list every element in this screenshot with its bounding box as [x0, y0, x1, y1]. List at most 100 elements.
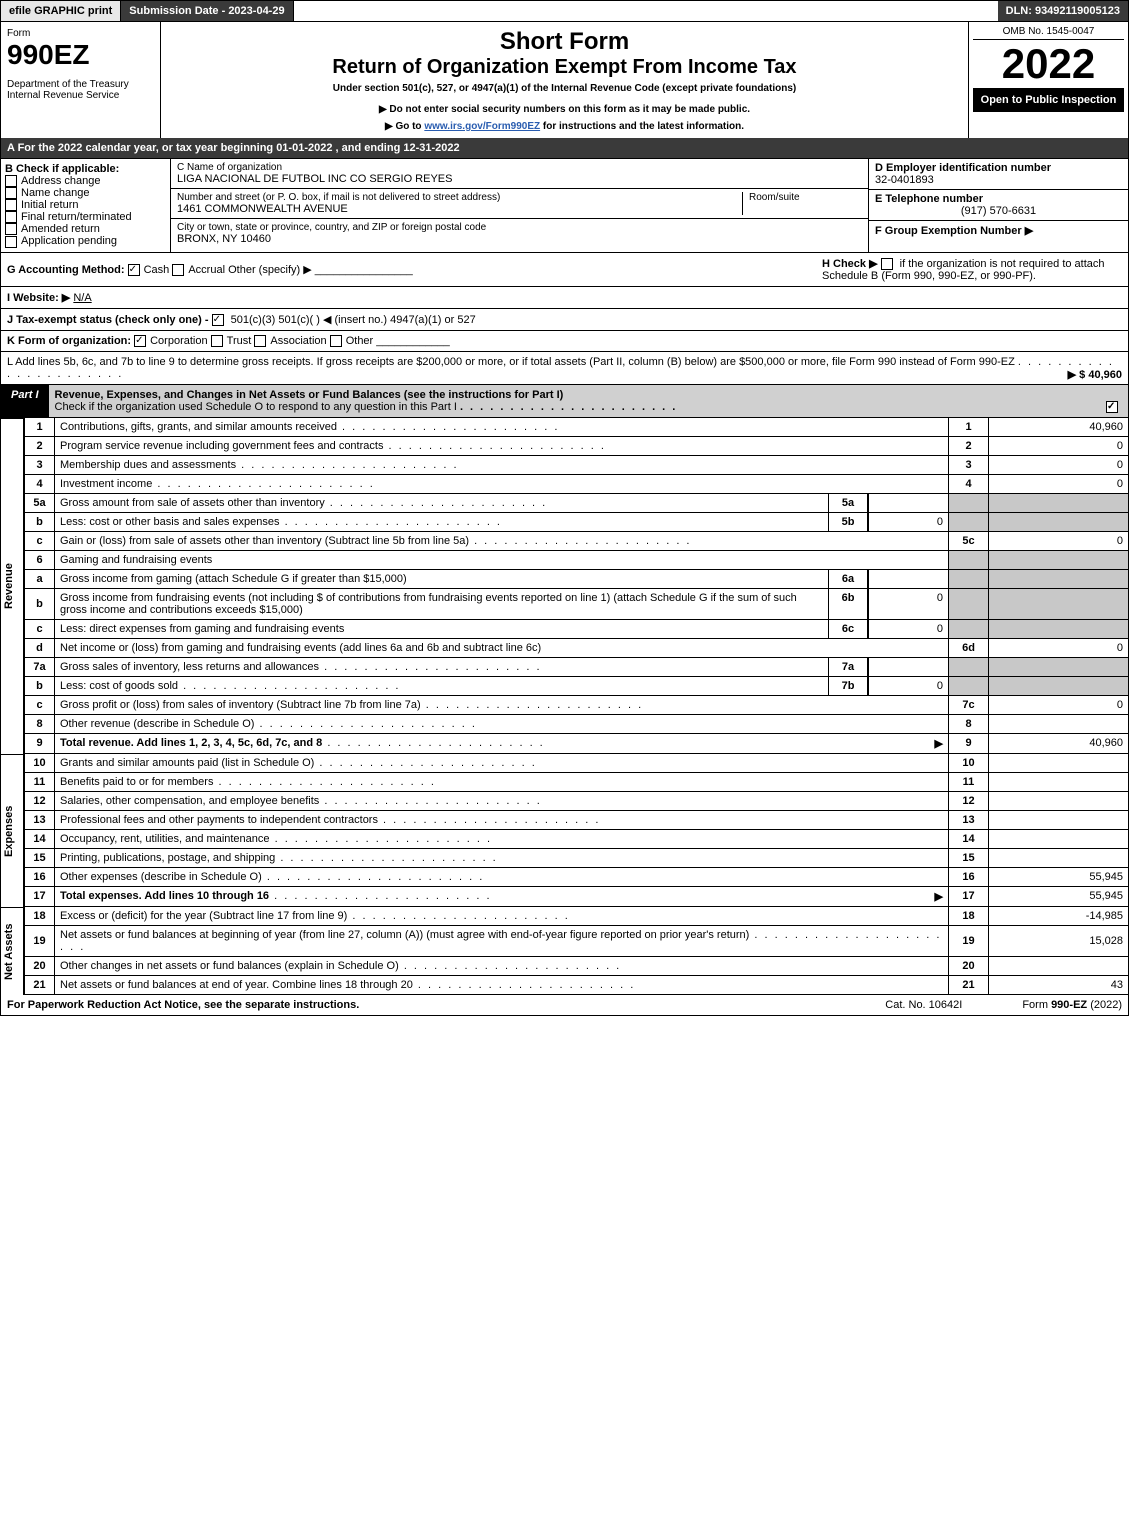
ld: Other changes in net assets or fund bala…: [55, 956, 949, 975]
ll: [949, 657, 989, 676]
ld: Net assets or fund balances at end of ye…: [55, 975, 949, 994]
phone: (917) 570-6631: [875, 205, 1122, 217]
la: [989, 493, 1129, 512]
cb-h[interactable]: [881, 258, 893, 270]
ld: Net income or (loss) from gaming and fun…: [55, 638, 949, 657]
f-label: F Group Exemption Number ▶: [875, 224, 1122, 237]
part-i-sub: Check if the organization used Schedule …: [55, 401, 457, 413]
ll: [949, 512, 989, 531]
expenses-section: Expenses 10Grants and similar amounts pa…: [0, 754, 1129, 907]
irs-link[interactable]: www.irs.gov/Form990EZ: [424, 121, 540, 132]
cb-501c3[interactable]: [212, 314, 224, 326]
ln: 21: [25, 975, 55, 994]
cb-trust[interactable]: [211, 335, 223, 347]
line-i: I Website: ▶ N/A: [0, 287, 1129, 309]
bv: 0: [868, 620, 948, 638]
part-i-tab: Part I: [1, 385, 49, 417]
ld: Occupancy, rent, utilities, and maintena…: [55, 829, 949, 848]
g-other: Other (specify) ▶: [228, 264, 312, 276]
ld: Gain or (loss) from sale of assets other…: [55, 531, 949, 550]
ein: 32-0401893: [875, 174, 1122, 186]
footer-catno: Cat. No. 10642I: [885, 999, 962, 1011]
cb-schedule-o[interactable]: [1106, 401, 1118, 413]
goto: ▶ Go to www.irs.gov/Form990EZ for instru…: [167, 121, 962, 132]
ln: 19: [25, 925, 55, 956]
h-label: H Check ▶: [822, 258, 878, 270]
bl: 5b: [828, 513, 868, 531]
la: [989, 848, 1129, 867]
k-label: K Form of organization:: [7, 335, 131, 347]
cb-address-change[interactable]: [5, 175, 17, 187]
ld: Grants and similar amounts paid (list in…: [55, 754, 949, 773]
short-form-title: Short Form: [167, 28, 962, 56]
b-item: Final return/terminated: [21, 211, 132, 223]
line-l: L Add lines 5b, 6c, and 7b to line 9 to …: [0, 352, 1129, 385]
la: 0: [989, 638, 1129, 657]
netassets-side-label: Net Assets: [0, 907, 24, 995]
ld: Gross income from gaming (attach Schedul…: [55, 569, 949, 588]
la: [989, 550, 1129, 569]
netassets-section: Net Assets 18Excess or (deficit) for the…: [0, 907, 1129, 995]
revenue-side-label: Revenue: [0, 418, 24, 754]
d-label: D Employer identification number: [875, 162, 1122, 174]
ld: Salaries, other compensation, and employ…: [55, 791, 949, 810]
ld: Printing, publications, postage, and shi…: [55, 848, 949, 867]
bv: [868, 570, 948, 588]
page-footer: For Paperwork Reduction Act Notice, see …: [0, 995, 1129, 1016]
k-corp: Corporation: [150, 335, 207, 347]
ld: Program service revenue including govern…: [55, 436, 949, 455]
c-street-label: Number and street (or P. O. box, if mail…: [177, 192, 742, 203]
ll: 5c: [949, 531, 989, 550]
org-street: 1461 COMMONWEALTH AVENUE: [177, 203, 742, 215]
k-other: Other: [346, 335, 374, 347]
ln: 17: [25, 886, 55, 906]
ln: c: [25, 531, 55, 550]
ld: Total expenses. Add lines 10 through 16▶: [55, 886, 949, 906]
j-label: J Tax-exempt status (check only one) -: [7, 314, 209, 326]
la: 40,960: [989, 418, 1129, 437]
cb-final-return[interactable]: [5, 211, 17, 223]
ld: Net assets or fund balances at beginning…: [55, 925, 949, 956]
ll: 3: [949, 455, 989, 474]
la: [989, 772, 1129, 791]
part-i-header: Part I Revenue, Expenses, and Changes in…: [0, 385, 1129, 418]
dln: DLN: 93492119005123: [998, 1, 1128, 21]
ll: [949, 619, 989, 638]
ll: 21: [949, 975, 989, 994]
cb-assoc[interactable]: [254, 335, 266, 347]
ln: c: [25, 619, 55, 638]
cb-name-change[interactable]: [5, 187, 17, 199]
cb-corp[interactable]: [134, 335, 146, 347]
bl: 6a: [828, 570, 868, 588]
ln: 12: [25, 791, 55, 810]
efile-print-button[interactable]: efile GRAPHIC print: [1, 1, 121, 21]
cb-cash[interactable]: [128, 264, 140, 276]
omb: OMB No. 1545-0047: [973, 26, 1124, 40]
ll: 16: [949, 867, 989, 886]
ll: [949, 676, 989, 695]
ld: Gross sales of inventory, less returns a…: [55, 657, 949, 676]
ld: Other revenue (describe in Schedule O): [55, 714, 949, 733]
cb-pending[interactable]: [5, 236, 17, 248]
b-label: B Check if applicable:: [5, 163, 166, 175]
ln: c: [25, 695, 55, 714]
ld: Less: direct expenses from gaming and fu…: [55, 619, 949, 638]
i-label: I Website: ▶: [7, 292, 70, 304]
ln: d: [25, 638, 55, 657]
b-item: Address change: [21, 175, 101, 187]
ld: Total revenue. Add lines 1, 2, 3, 4, 5c,…: [55, 733, 949, 753]
ll: 18: [949, 907, 989, 926]
k-trust: Trust: [227, 335, 252, 347]
la: 55,945: [989, 886, 1129, 906]
cb-amended[interactable]: [5, 223, 17, 235]
form-label: Form: [7, 28, 154, 39]
cb-accrual[interactable]: [172, 264, 184, 276]
g-label: G Accounting Method:: [7, 264, 125, 276]
ln: 11: [25, 772, 55, 791]
cb-initial-return[interactable]: [5, 199, 17, 211]
cb-other[interactable]: [330, 335, 342, 347]
tax-year: 2022: [973, 40, 1124, 88]
line-gh: G Accounting Method: Cash Accrual Other …: [0, 253, 1129, 287]
ll: 12: [949, 791, 989, 810]
la: 0: [989, 436, 1129, 455]
